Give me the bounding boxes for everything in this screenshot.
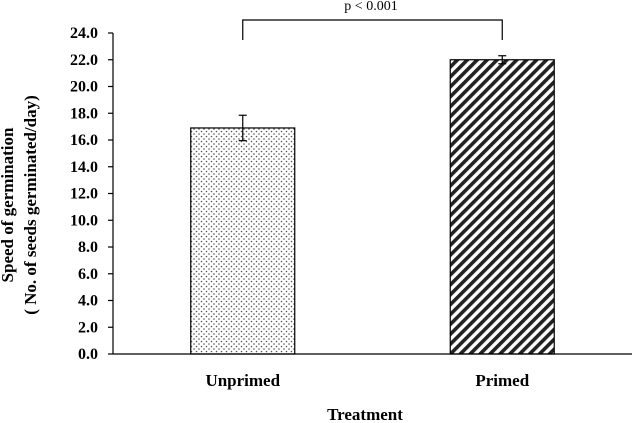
y-tick-label: 12.0 — [70, 186, 98, 203]
significance-bracket — [242, 19, 503, 40]
x-axis-title: Treatment — [327, 405, 403, 423]
y-tick-label: 20.0 — [70, 79, 98, 96]
y-tick-label: 22.0 — [70, 52, 98, 69]
y-axis-title-line1: Speed of germination — [0, 127, 17, 282]
y-tick-label: 0.0 — [78, 346, 98, 363]
y-axis-ticks: 0.0 2.0 4.0 6.0 8.0 10.0 12.0 14.0 16.0 18.0 20.0 2… — [70, 25, 113, 363]
y-axis-title-line2: ( No. of seeds germinated/day) — [21, 95, 40, 315]
bars — [190, 59, 555, 355]
y-tick-label: 6.0 — [78, 266, 98, 283]
bar-unprimed — [190, 127, 296, 355]
y-tick-label: 16.0 — [70, 132, 98, 149]
y-tick-label: 4.0 — [78, 293, 98, 310]
x-axis-tick-labels: Unprimed Primed — [205, 371, 529, 390]
y-tick-label: 8.0 — [78, 239, 98, 256]
x-tick-label: Unprimed — [205, 371, 280, 390]
y-tick-label: 14.0 — [70, 159, 98, 176]
y-tick-label: 10.0 — [70, 212, 98, 229]
significance-label: p < 0.001 — [344, 0, 397, 14]
bar-primed — [449, 59, 555, 355]
y-tick-label: 18.0 — [70, 105, 98, 122]
y-tick-label: 2.0 — [78, 319, 98, 336]
x-tick-label: Primed — [475, 371, 529, 390]
significance-bracket-line — [242, 19, 503, 40]
error-bars — [238, 55, 507, 142]
y-tick-label: 24.0 — [70, 25, 98, 42]
